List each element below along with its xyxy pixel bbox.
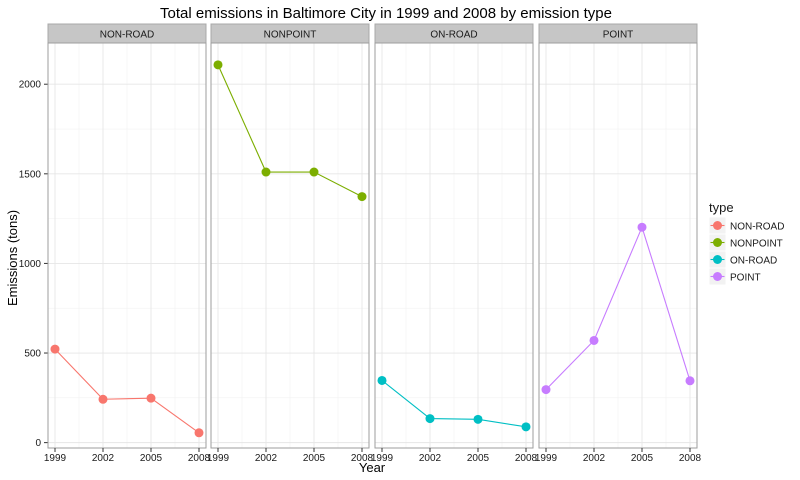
panel-grid	[539, 43, 697, 448]
data-point	[685, 376, 695, 386]
facet-panel: NONPOINT 1999 2002 2005 2008	[207, 23, 374, 464]
data-point	[146, 393, 156, 403]
x-tick-label: 1999	[371, 453, 394, 464]
data-point	[213, 60, 223, 70]
legend-label: POINT	[730, 272, 761, 283]
data-point	[541, 385, 551, 395]
legend-label: NONPOINT	[730, 238, 783, 249]
facet-panel: ON-ROAD 1999 2002 2005 2008	[371, 23, 538, 464]
y-tick-label: 0	[35, 438, 41, 449]
data-point	[521, 422, 531, 432]
facet-panel: NON-ROAD 1999 2002 2005 2008	[44, 23, 211, 464]
x-tick-label: 2005	[631, 453, 654, 464]
y-tick-label: 1000	[19, 259, 42, 270]
panel-border	[538, 42, 698, 449]
data-point	[98, 394, 108, 404]
data-point	[50, 344, 60, 354]
legend-title: type	[709, 200, 734, 215]
y-tick-label: 500	[24, 349, 41, 360]
legend-label: NON-ROAD	[730, 221, 784, 232]
legend-item: ON-ROAD	[708, 250, 777, 269]
legend-items: NON-ROAD NONPOINT ON-ROAD POINT	[708, 216, 784, 286]
legend-key-point	[713, 272, 722, 281]
chart-title: Total emissions in Baltimore City in 199…	[160, 5, 612, 22]
data-point	[194, 428, 204, 438]
legend: type NON-ROAD NONPOINT ON-ROAD POINT	[708, 200, 784, 286]
facet-strip-label: ON-ROAD	[430, 30, 477, 41]
legend-item: NON-ROAD	[708, 216, 784, 235]
x-tick-label: 2008	[188, 453, 211, 464]
legend-key-point	[713, 238, 722, 247]
x-tick-label: 2008	[679, 453, 702, 464]
x-axis-title: Year	[359, 460, 386, 475]
x-tick-label: 2008	[515, 453, 538, 464]
panel-grid	[48, 43, 206, 448]
data-point	[473, 414, 483, 424]
y-tick-label: 1500	[19, 169, 42, 180]
x-tick-label: 1999	[44, 453, 67, 464]
legend-key-point	[713, 255, 722, 264]
x-tick-label: 2005	[140, 453, 163, 464]
data-point	[309, 167, 319, 177]
panel-grid	[211, 43, 369, 448]
legend-label: ON-ROAD	[730, 255, 777, 266]
data-point	[589, 335, 599, 345]
legend-key-point	[713, 221, 722, 230]
y-axis: 0 500 1000 1500 2000	[19, 80, 48, 449]
y-axis-title: Emissions (tons)	[5, 210, 20, 306]
legend-item: NONPOINT	[708, 233, 783, 252]
series-line	[54, 348, 200, 434]
x-tick-label: 1999	[535, 453, 558, 464]
data-point	[261, 167, 271, 177]
x-tick-label: 2002	[419, 453, 442, 464]
facet-strip-label: NONPOINT	[264, 30, 317, 41]
panel-border	[210, 42, 370, 449]
data-point	[637, 222, 647, 232]
facet-panels: NON-ROAD 1999 2002 2005 2008 NONPOINT 1999 2002…	[44, 23, 702, 464]
x-tick-label: 2005	[467, 453, 490, 464]
facet-strip-label: POINT	[603, 30, 634, 41]
series-line	[217, 64, 363, 198]
series-line	[381, 380, 527, 428]
panel-border	[374, 42, 534, 449]
data-point	[425, 414, 435, 424]
facet-panel: POINT 1999 2002 2005 2008	[535, 23, 702, 464]
data-point	[357, 192, 367, 202]
series-line	[545, 225, 691, 390]
x-tick-label: 2002	[583, 453, 606, 464]
data-point	[377, 375, 387, 385]
facet-strip-label: NON-ROAD	[100, 30, 154, 41]
x-tick-label: 1999	[207, 453, 230, 464]
y-tick-label: 2000	[19, 80, 42, 91]
x-tick-label: 2008	[351, 453, 374, 464]
panel-border	[47, 42, 207, 449]
x-tick-label: 2002	[255, 453, 278, 464]
legend-item: POINT	[708, 267, 761, 286]
x-tick-label: 2002	[92, 453, 115, 464]
x-tick-label: 2005	[303, 453, 326, 464]
